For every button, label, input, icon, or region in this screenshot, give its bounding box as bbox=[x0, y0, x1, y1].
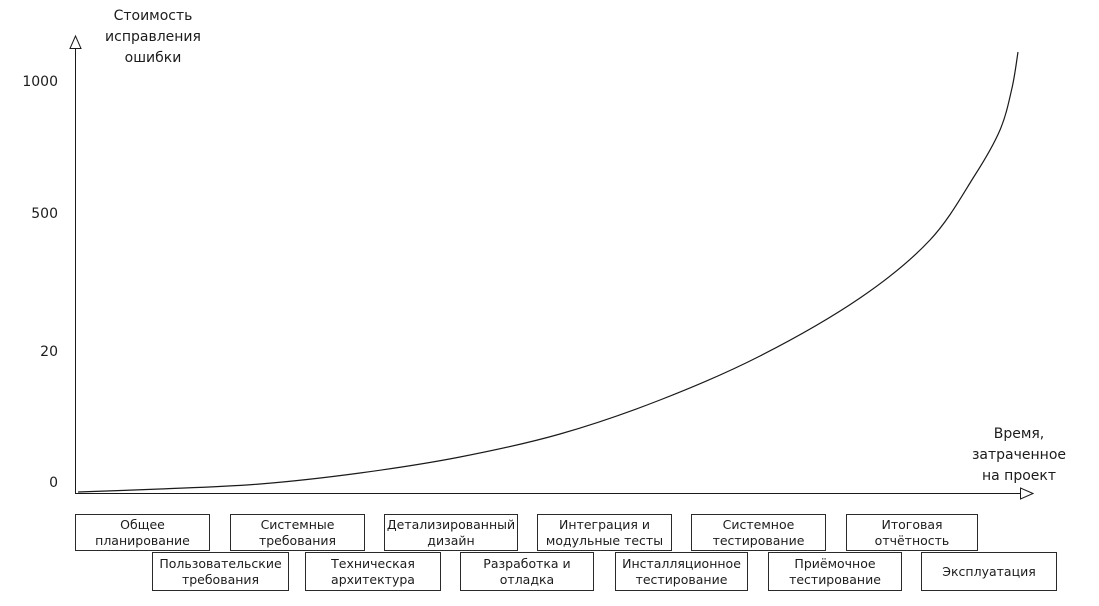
y-tick-label-500: 500 bbox=[31, 206, 58, 222]
phase-box-row1-6: Итоговая отчётность bbox=[846, 514, 978, 551]
y-axis-arrowhead-icon bbox=[69, 34, 82, 49]
phase-box-row1-1: Общее планирование bbox=[75, 514, 210, 551]
phase-box-row2-4: Инсталляционное тестирование bbox=[615, 552, 748, 591]
phase-box-row2-3: Разработка и отладка bbox=[460, 552, 594, 591]
phase-box-row1-4: Интеграция и модульные тесты bbox=[537, 514, 672, 551]
y-tick-label-20: 20 bbox=[40, 344, 58, 360]
cost-curve bbox=[77, 51, 1019, 493]
phase-box-row1-5: Системное тестирование bbox=[691, 514, 826, 551]
y-axis-title: Стоимость исправления ошибки bbox=[105, 8, 201, 66]
x-axis-arrowhead-icon bbox=[1020, 487, 1035, 500]
phase-box-row1-3: Детализированный дизайн bbox=[384, 514, 518, 551]
phase-box-row2-5: Приёмочное тестирование bbox=[768, 552, 902, 591]
phase-box-row1-2: Системные требования bbox=[230, 514, 365, 551]
y-tick-label-0: 0 bbox=[49, 475, 58, 491]
phase-box-row2-6: Эксплуатация bbox=[921, 552, 1057, 591]
x-axis-title: Время, затраченное на проект bbox=[971, 426, 1066, 484]
y-tick-label-1000: 1000 bbox=[22, 74, 58, 90]
phase-box-row2-2: Техническая архитектура bbox=[305, 552, 441, 591]
phase-box-row2-1: Пользовательские требования bbox=[152, 552, 289, 591]
